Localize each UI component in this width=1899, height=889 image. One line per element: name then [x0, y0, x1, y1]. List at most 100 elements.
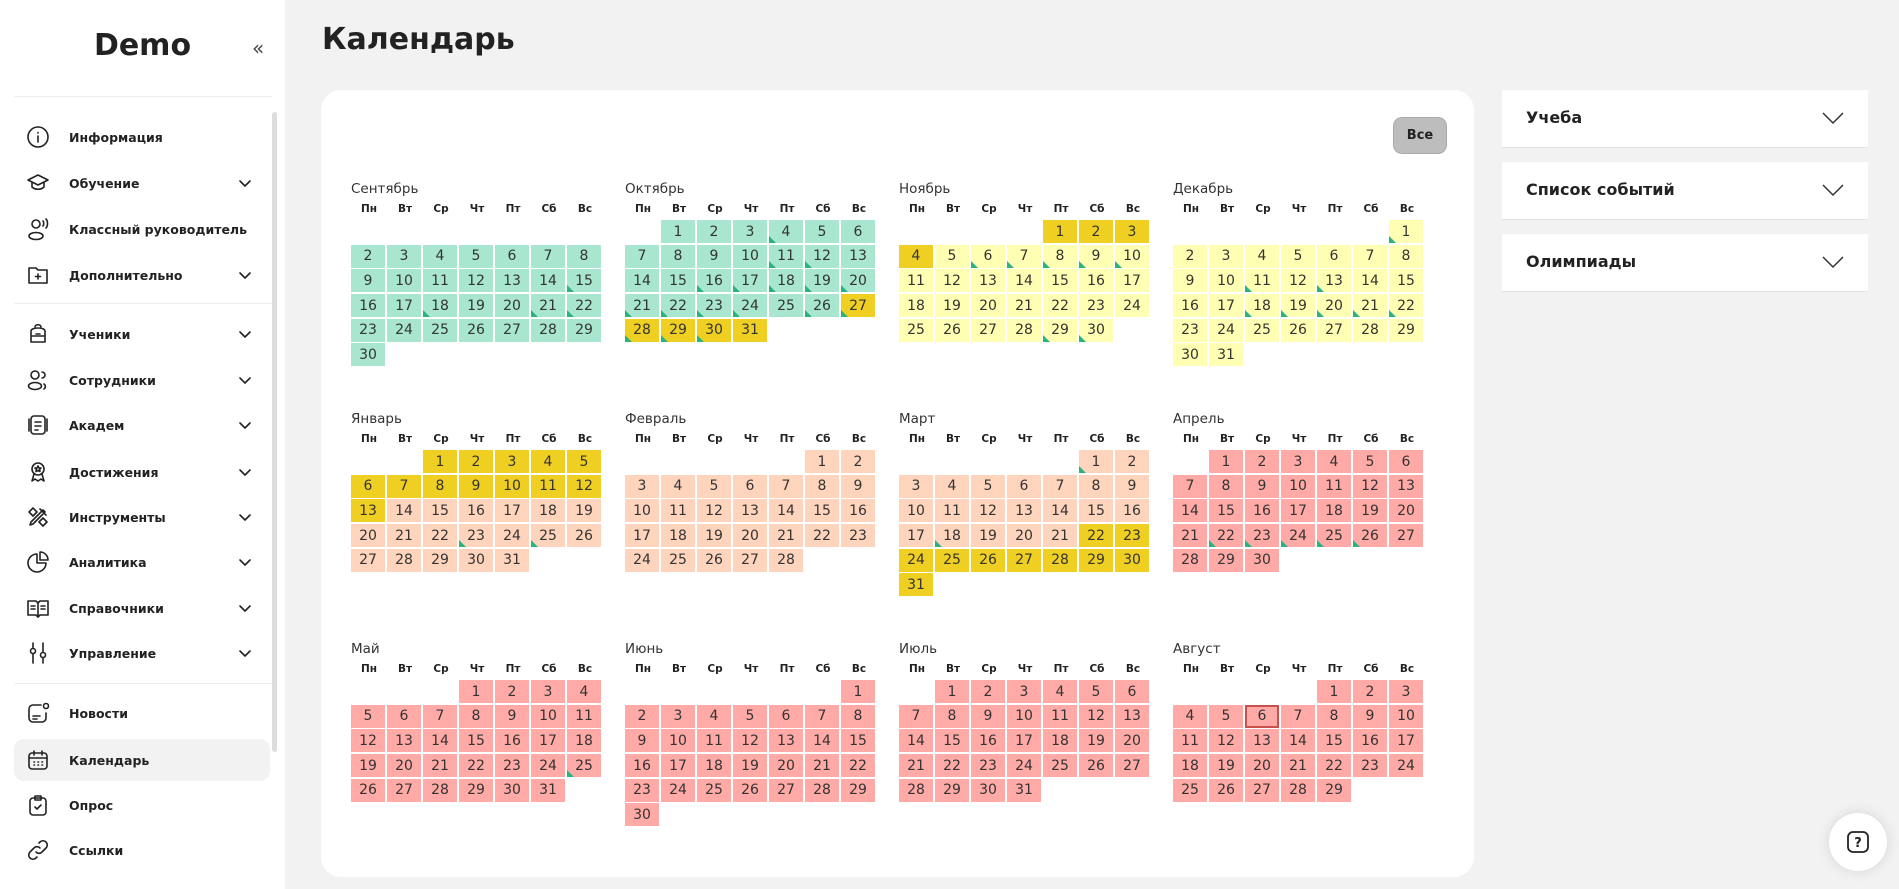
- day-cell[interactable]: 26: [1209, 778, 1243, 802]
- day-cell[interactable]: 11: [769, 244, 803, 268]
- day-cell[interactable]: 10: [1281, 474, 1315, 498]
- day-cell[interactable]: 7: [1173, 474, 1207, 498]
- chevron-down-icon[interactable]: [238, 646, 252, 660]
- day-cell[interactable]: 4: [1043, 680, 1077, 703]
- day-cell[interactable]: 7: [531, 244, 565, 268]
- day-cell[interactable]: 11: [899, 269, 933, 293]
- day-cell[interactable]: 12: [805, 244, 839, 268]
- day-cell[interactable]: 1: [459, 680, 493, 703]
- day-cell[interactable]: 9: [459, 474, 493, 498]
- day-cell[interactable]: 27: [1007, 548, 1041, 572]
- day-cell[interactable]: 22: [1043, 294, 1077, 318]
- day-cell[interactable]: 12: [733, 729, 767, 753]
- day-cell[interactable]: 1: [935, 680, 969, 703]
- day-cell[interactable]: 27: [495, 318, 529, 342]
- day-cell[interactable]: 1: [1317, 680, 1351, 703]
- day-cell[interactable]: 7: [387, 474, 421, 498]
- day-cell[interactable]: 4: [1245, 244, 1279, 268]
- day-cell[interactable]: 5: [1353, 450, 1387, 473]
- day-cell[interactable]: 25: [769, 294, 803, 318]
- day-cell[interactable]: 17: [1209, 294, 1243, 318]
- day-cell[interactable]: 10: [531, 704, 565, 728]
- day-cell[interactable]: 8: [1317, 704, 1351, 728]
- day-cell[interactable]: 9: [495, 704, 529, 728]
- day-cell[interactable]: 6: [971, 244, 1005, 268]
- day-cell[interactable]: 4: [1173, 704, 1207, 728]
- day-cell[interactable]: 24: [387, 318, 421, 342]
- sidebar-item-users[interactable]: Сотрудники: [14, 359, 270, 401]
- chevron-down-icon[interactable]: [238, 327, 252, 341]
- day-cell[interactable]: 21: [1043, 524, 1077, 548]
- day-cell[interactable]: 30: [625, 803, 659, 827]
- day-cell[interactable]: 13: [1389, 474, 1423, 498]
- day-cell[interactable]: 11: [531, 474, 565, 498]
- day-cell[interactable]: 24: [495, 524, 529, 548]
- day-cell[interactable]: 17: [661, 754, 695, 778]
- day-cell[interactable]: 24: [1115, 294, 1149, 318]
- day-cell[interactable]: 30: [351, 343, 385, 367]
- sidebar-item-book[interactable]: Справочники: [14, 587, 270, 629]
- sidebar-item-link[interactable]: Ссылки: [14, 829, 270, 871]
- day-cell[interactable]: 10: [625, 499, 659, 523]
- day-cell[interactable]: 19: [1209, 754, 1243, 778]
- day-cell[interactable]: 1: [805, 450, 839, 473]
- sidebar-item-folder-plus[interactable]: Дополнительно: [14, 254, 270, 296]
- sidebar-item-graduation-cap[interactable]: Обучение: [14, 162, 270, 204]
- day-cell[interactable]: 19: [351, 754, 385, 778]
- day-cell[interactable]: 26: [567, 524, 601, 548]
- day-cell[interactable]: 13: [733, 499, 767, 523]
- day-cell[interactable]: 11: [1245, 269, 1279, 293]
- day-cell[interactable]: 29: [423, 548, 457, 572]
- day-cell[interactable]: 11: [1043, 704, 1077, 728]
- day-cell[interactable]: 13: [1115, 704, 1149, 728]
- day-cell[interactable]: 10: [1209, 269, 1243, 293]
- day-cell[interactable]: 30: [697, 318, 731, 342]
- day-cell[interactable]: 18: [697, 754, 731, 778]
- day-cell[interactable]: 25: [1173, 778, 1207, 802]
- chevron-down-icon[interactable]: [238, 418, 252, 432]
- day-cell[interactable]: 12: [1281, 269, 1315, 293]
- day-cell[interactable]: 26: [935, 318, 969, 342]
- day-cell[interactable]: 9: [1245, 474, 1279, 498]
- day-cell[interactable]: 8: [935, 704, 969, 728]
- day-cell[interactable]: 25: [661, 548, 695, 572]
- day-cell[interactable]: 25: [1317, 524, 1351, 548]
- day-cell[interactable]: 1: [841, 680, 875, 703]
- day-cell[interactable]: 12: [1209, 729, 1243, 753]
- day-cell[interactable]: 16: [459, 499, 493, 523]
- day-cell[interactable]: 10: [1007, 704, 1041, 728]
- day-cell[interactable]: 5: [567, 450, 601, 473]
- day-cell[interactable]: 17: [1389, 729, 1423, 753]
- day-cell[interactable]: 21: [805, 754, 839, 778]
- day-cell[interactable]: 21: [387, 524, 421, 548]
- day-cell[interactable]: 7: [1281, 704, 1315, 728]
- day-cell[interactable]: 13: [769, 729, 803, 753]
- day-cell[interactable]: 9: [351, 269, 385, 293]
- day-cell[interactable]: 23: [697, 294, 731, 318]
- day-cell[interactable]: 21: [899, 754, 933, 778]
- day-cell[interactable]: 12: [567, 474, 601, 498]
- day-cell[interactable]: 2: [1245, 450, 1279, 473]
- day-cell[interactable]: 20: [841, 269, 875, 293]
- day-cell[interactable]: 20: [1115, 729, 1149, 753]
- day-cell[interactable]: 27: [733, 548, 767, 572]
- day-cell[interactable]: 9: [841, 474, 875, 498]
- day-cell[interactable]: 20: [971, 294, 1005, 318]
- sidebar-item-document[interactable]: Академ: [14, 404, 270, 446]
- day-cell[interactable]: 16: [625, 754, 659, 778]
- day-cell[interactable]: 27: [1245, 778, 1279, 802]
- day-cell[interactable]: 23: [1173, 318, 1207, 342]
- day-cell[interactable]: 17: [1115, 269, 1149, 293]
- day-cell[interactable]: 27: [841, 294, 875, 318]
- day-cell[interactable]: 26: [459, 318, 493, 342]
- day-cell[interactable]: 29: [1043, 318, 1077, 342]
- day-cell[interactable]: 12: [1079, 704, 1113, 728]
- day-cell[interactable]: 29: [1079, 548, 1113, 572]
- day-cell[interactable]: 3: [495, 450, 529, 473]
- chevron-down-icon[interactable]: [238, 465, 252, 479]
- day-cell[interactable]: 2: [841, 450, 875, 473]
- day-cell[interactable]: 6: [1389, 450, 1423, 473]
- sidebar-item-news[interactable]: Новости: [14, 692, 270, 734]
- day-cell[interactable]: 8: [841, 704, 875, 728]
- sidebar-item-calendar[interactable]: Календарь: [14, 739, 270, 781]
